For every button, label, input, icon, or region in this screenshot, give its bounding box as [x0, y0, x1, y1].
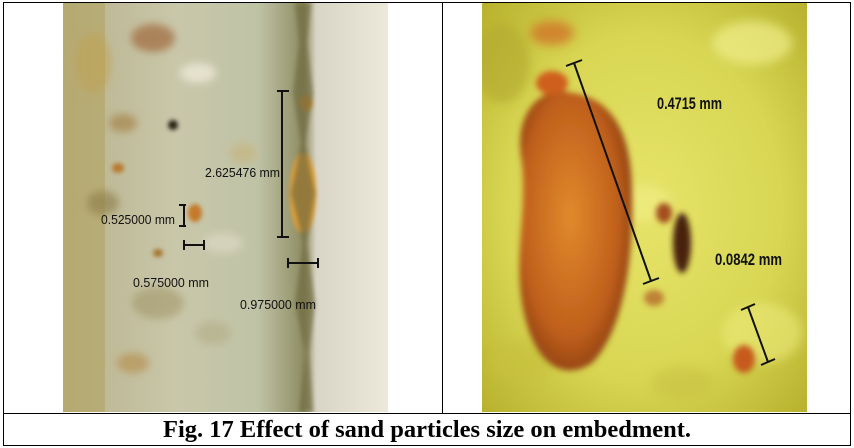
measure-label-6: 0.0842 mm: [715, 250, 782, 269]
measure-label-3: 0.575000 mm: [133, 275, 209, 290]
left-texture: [75, 24, 257, 373]
measure-label-2: 0.525000 mm: [101, 212, 175, 227]
right-particles: [519, 71, 755, 373]
left-micrograph-image: 2.625476 mm 0.525000 mm 0.575000 mm 0.97…: [63, 3, 388, 412]
right-micrograph-image: 0.4715 mm 0.0842 mm: [482, 3, 807, 412]
measure-bar-6: [747, 306, 769, 363]
left-micrograph-panel: 2.625476 mm 0.525000 mm 0.575000 mm 0.97…: [63, 3, 388, 412]
caption-divider: [3, 413, 851, 414]
figure-caption: Fig. 17 Effect of sand particles size on…: [162, 416, 692, 443]
measure-bar-5: [573, 62, 652, 282]
panel-divider: [442, 2, 443, 414]
measure-label-4: 0.975000 mm: [240, 297, 316, 312]
figure-frame: [3, 2, 851, 446]
measure-label-5: 0.4715 mm: [657, 94, 722, 113]
measure-label-1: 2.625476 mm: [205, 165, 280, 180]
right-micrograph-panel: 0.4715 mm 0.0842 mm: [482, 3, 807, 412]
